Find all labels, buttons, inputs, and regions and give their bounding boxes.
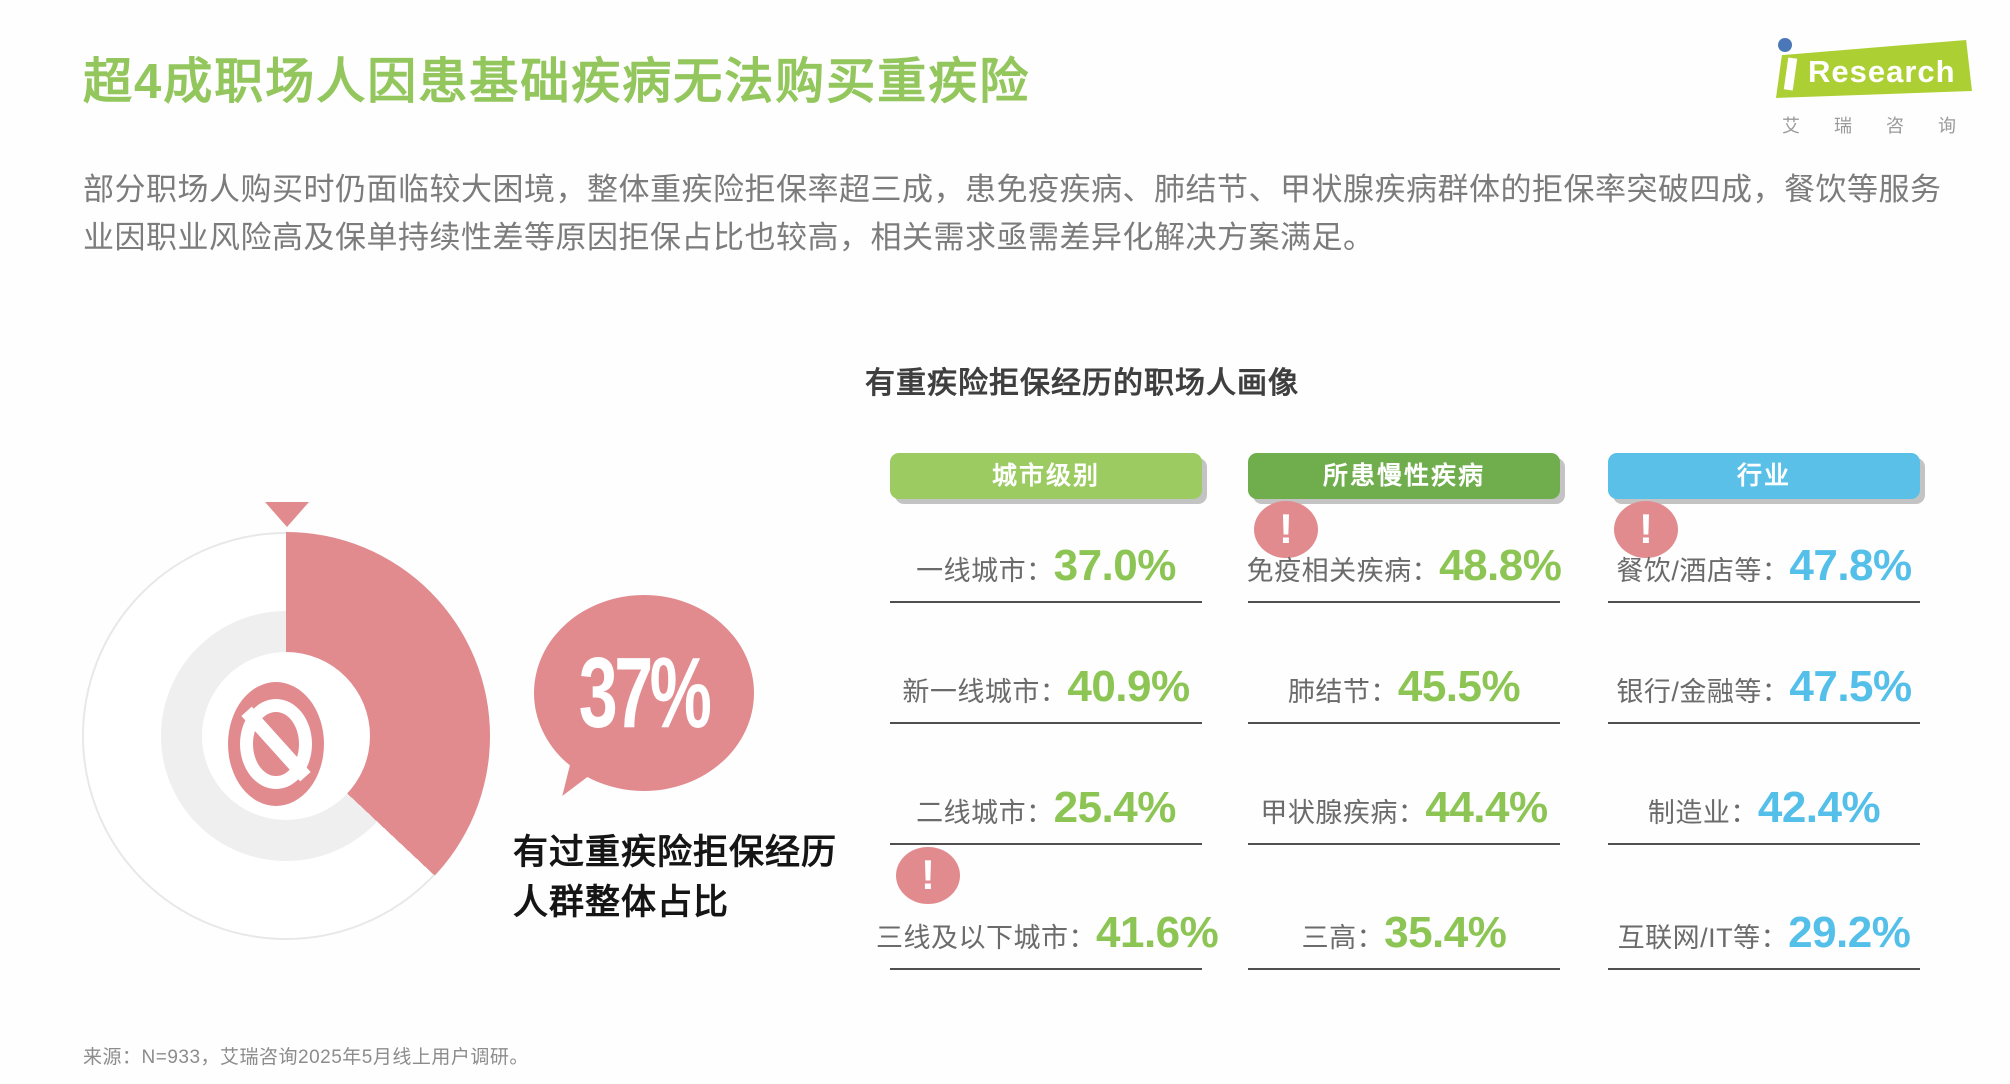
alert-exclamation-icon: ! (1614, 501, 1678, 558)
stat-label: 甲状腺疾病： (1260, 798, 1426, 828)
stat-label: 三线及以下城市： (876, 923, 1096, 953)
stat-label: 二线城市： (916, 798, 1054, 828)
stat-label: 餐饮/酒店等： (1616, 556, 1790, 586)
column-industry: 行业 ! 餐饮/酒店等：47.8% 银行/金融等：47.5% 制造业：42.4%… (1608, 453, 1920, 970)
percent-speech-bubble: 37% (527, 595, 757, 825)
stat-row: 甲状腺疾病：44.4% (1248, 724, 1560, 845)
stat-row: 互联网/IT等：29.2% (1608, 845, 1920, 970)
stat-label: 银行/金融等： (1616, 677, 1790, 707)
donut-center (202, 652, 370, 820)
page-title: 超4成职场人因患基础疾病无法购买重疾险 (83, 55, 1031, 109)
stat-value: 37.0% (1053, 541, 1177, 590)
bubble-circle: 37% (534, 595, 754, 791)
logo-wordmark: Research (1808, 54, 1956, 89)
overall-percent-value: 37% (579, 636, 712, 749)
stat-label: 一线城市： (916, 556, 1054, 586)
stat-row: 三高：35.4% (1248, 845, 1560, 970)
intro-paragraph: 部分职场人购买时仍面临较大困境，整体重疾险拒保率超三成，患免疫疾病、肺结节、甲状… (83, 172, 1942, 256)
stat-row: 一线城市：37.0% (890, 499, 1202, 603)
donut-caption-line2: 人群整体占比 (513, 882, 730, 922)
column-header-city-tier: 城市级别 (890, 453, 1202, 499)
stat-value: 47.8% (1789, 541, 1912, 590)
donut-chart (80, 500, 500, 950)
donut-caption: 有过重疾险拒保经历 人群整体占比 (513, 828, 837, 927)
stat-row: ! 三线及以下城市：41.6% (876, 845, 1219, 970)
iresearch-logo: Research 艾瑞咨询 (1750, 36, 1978, 138)
stat-value: 48.8% (1439, 541, 1562, 590)
figure-title: 有重疾险拒保经历的职场人画像 (865, 367, 1299, 400)
stat-row: 制造业：42.4% (1608, 724, 1920, 845)
alert-exclamation-icon: ! (896, 847, 960, 904)
stat-value: 42.4% (1757, 783, 1881, 832)
stat-value: 47.5% (1789, 662, 1912, 711)
alert-exclamation-icon: ! (1254, 501, 1318, 558)
stat-row: 肺结节：45.5% (1248, 603, 1560, 724)
marker-triangle-icon (265, 502, 309, 527)
iresearch-logo-mark: Research (1750, 36, 1978, 102)
stat-row: ! 免疫相关疾病：48.8% (1246, 499, 1562, 603)
prohibition-icon (228, 682, 324, 806)
stat-value: 35.4% (1384, 908, 1507, 957)
stat-label: 免疫相关疾病： (1246, 556, 1440, 586)
stat-row: ! 餐饮/酒店等：47.8% (1608, 499, 1920, 603)
stat-label: 新一线城市： (902, 677, 1068, 707)
stat-value: 25.4% (1053, 783, 1177, 832)
stat-label: 制造业： (1647, 798, 1758, 828)
stat-label: 三高： (1301, 923, 1385, 953)
stat-value: 45.5% (1397, 662, 1521, 711)
donut-circle (82, 532, 490, 940)
column-header-chronic-disease: 所患慢性疾病 (1248, 453, 1560, 499)
logo-i-dot-icon (1778, 38, 1792, 52)
source-note: 来源：N=933，艾瑞咨询2025年5月线上用户调研。 (83, 1047, 529, 1068)
stat-value: 41.6% (1096, 908, 1219, 957)
donut-caption-line1: 有过重疾险拒保经历 (513, 833, 838, 872)
column-city-tier: 城市级别 一线城市：37.0% 新一线城市：40.9% 二线城市：25.4% !… (876, 453, 1219, 970)
stat-label: 互联网/IT等： (1617, 923, 1789, 953)
stat-row: 二线城市：25.4% (890, 724, 1202, 845)
stat-value: 29.2% (1788, 908, 1911, 957)
stat-value: 44.4% (1425, 783, 1548, 832)
column-chronic-disease: 所患慢性疾病 ! 免疫相关疾病：48.8% 肺结节：45.5% 甲状腺疾病：44… (1246, 453, 1562, 970)
column-header-industry: 行业 (1608, 453, 1920, 499)
stat-row: 银行/金融等：47.5% (1608, 603, 1920, 724)
stat-label: 肺结节： (1287, 677, 1398, 707)
logo-chinese-name: 艾瑞咨询 (1782, 116, 1990, 136)
stat-row: 新一线城市：40.9% (890, 603, 1202, 724)
stat-value: 40.9% (1067, 662, 1190, 711)
